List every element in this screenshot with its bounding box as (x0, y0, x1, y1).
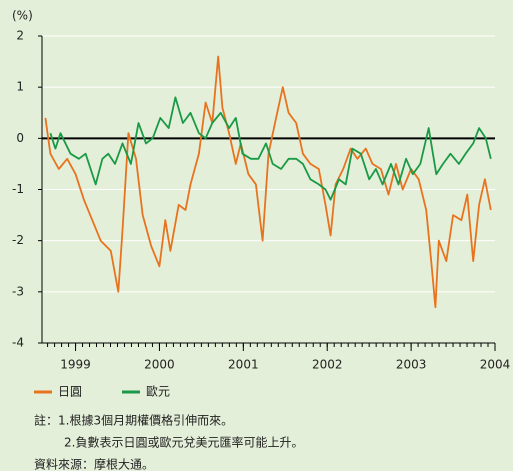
y-tick-label: 0 (16, 131, 24, 145)
legend-label: 歐元 (146, 384, 170, 399)
y-tick-label: -3 (12, 284, 24, 298)
y-axis-label: (%) (12, 9, 33, 23)
x-tick-label: 2004 (480, 358, 511, 372)
x-tick-label: 2001 (228, 358, 259, 372)
y-tick-label: -4 (12, 336, 24, 350)
x-tick-label: 2000 (144, 358, 175, 372)
series-line (49, 96, 492, 201)
note: 2.負數表示日圓或歐元兌美元匯率可能上升。 (64, 435, 303, 450)
x-tick-label: 2002 (312, 358, 343, 372)
y-tick-label: 2 (16, 29, 24, 43)
y-tick-label: 1 (16, 80, 24, 94)
y-tick-label: -2 (12, 233, 24, 247)
y-tick-label: -1 (12, 182, 24, 196)
legend-label: 日圓 (58, 385, 82, 399)
note: 資料來源：摩根大通。 (34, 457, 154, 471)
note: 註：1.根據3個月期權價格引伸而來。 (34, 413, 233, 428)
x-tick-label: 1999 (60, 358, 91, 372)
x-tick-label: 2003 (396, 358, 427, 372)
series-line (44, 55, 492, 309)
